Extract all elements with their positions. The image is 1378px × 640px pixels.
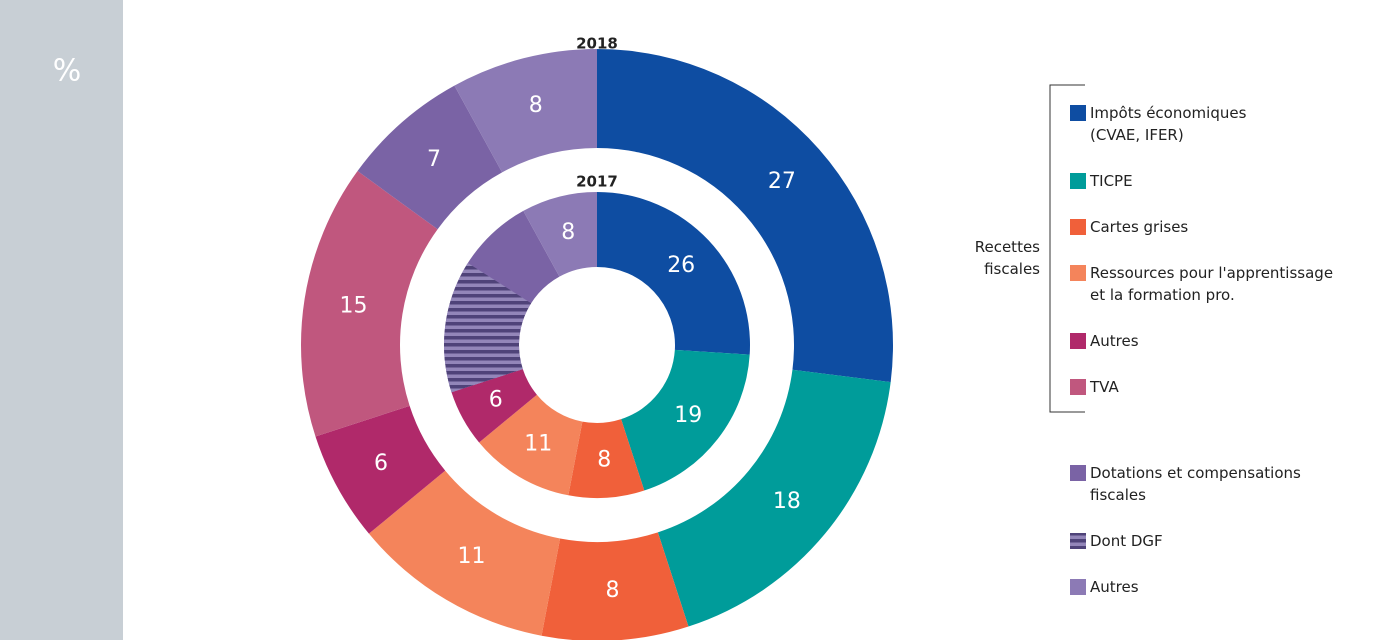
- legend-label: Autres: [1090, 332, 1139, 350]
- legend-swatch: [1070, 265, 1086, 281]
- legend-swatch: [1070, 173, 1086, 189]
- legend-swatch: [1070, 105, 1086, 121]
- legend-label: Cartes grises: [1090, 218, 1188, 236]
- legend-label: Impôts économiques (CVAE, IFER): [1090, 104, 1247, 144]
- donut-segment: [568, 419, 645, 498]
- legend-swatch: [1070, 579, 1086, 595]
- donut-segment: [597, 49, 893, 383]
- legend-swatch: [1070, 465, 1086, 481]
- donut-segment: [315, 405, 446, 534]
- ring-label: 2017: [576, 173, 618, 191]
- donut-segment: [541, 532, 689, 640]
- data-label: 6: [489, 388, 503, 413]
- donut-segment: [657, 369, 891, 627]
- legend-label: TVA: [1089, 378, 1119, 396]
- legend-swatch: [1070, 533, 1086, 549]
- data-label: 15: [340, 293, 368, 318]
- legend-swatch: [1070, 379, 1086, 395]
- donut-segment: [454, 49, 597, 173]
- data-label: 18: [773, 489, 801, 514]
- legend-label: Dotations et compensations fiscales: [1090, 464, 1301, 504]
- donut-segment: [301, 171, 438, 437]
- data-label: 26: [667, 253, 695, 278]
- data-label: 27: [768, 169, 796, 194]
- data-label: 8: [605, 578, 619, 603]
- legend-swatch: [1070, 219, 1086, 235]
- donut-segment: [451, 369, 537, 443]
- data-label: 19: [674, 403, 702, 428]
- legend-label: TICPE: [1089, 172, 1133, 190]
- data-label: 8: [561, 220, 575, 245]
- legend-label: Ressources pour l'apprentissage et la for…: [1090, 264, 1333, 304]
- data-label: 11: [524, 431, 552, 456]
- data-label: 11: [458, 544, 486, 569]
- donut-segment: [479, 394, 583, 496]
- legend-label: Dont DGF: [1090, 532, 1163, 550]
- donut-segment: [368, 470, 561, 636]
- legend-group-label: Recettes fiscales: [975, 238, 1040, 278]
- legend-bracket: [1049, 84, 1085, 413]
- legend-swatch: [1070, 333, 1086, 349]
- data-label: 8: [529, 93, 543, 118]
- data-label: 7: [427, 147, 441, 172]
- donut-segment: [357, 85, 503, 230]
- unit-label: %: [53, 54, 82, 89]
- hatched-segment: [444, 263, 532, 393]
- legend-label: Autres: [1090, 578, 1139, 596]
- donut-segment: [597, 192, 750, 355]
- ring-label: 2018: [576, 35, 618, 53]
- donut-segment: [523, 192, 597, 277]
- data-label: 8: [597, 447, 611, 472]
- donut-segment: [621, 349, 750, 491]
- side-bar: [0, 0, 123, 640]
- data-label: 6: [374, 451, 388, 476]
